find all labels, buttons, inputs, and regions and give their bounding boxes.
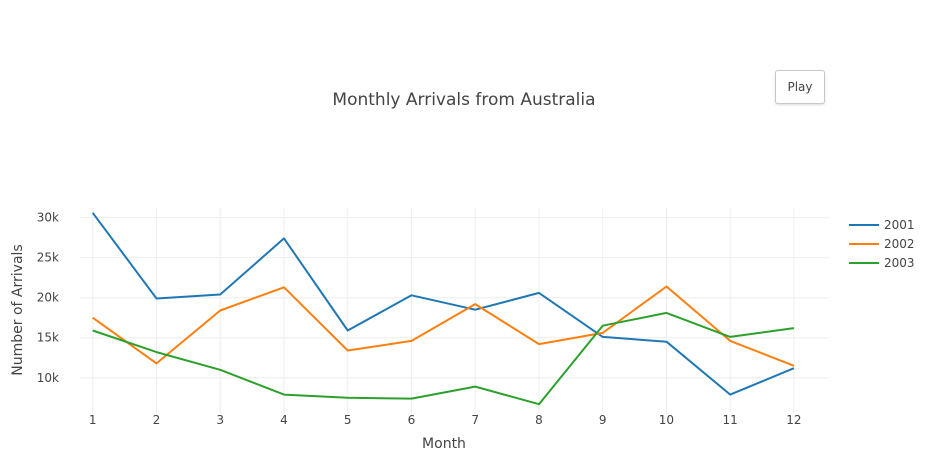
legend-label: 2003 [884,256,915,270]
series-line-2003 [92,311,795,406]
x-tick-label: 3 [216,413,224,427]
y-tick-label: 15k [37,331,59,345]
y-tick-label: 25k [37,251,59,265]
x-tick-label: 9 [599,413,607,427]
y-axis-title: Number of Arrivals [10,244,26,375]
legend[interactable]: 2001 2002 2003 [849,218,915,270]
y-tick-label: 10k [37,371,59,385]
x-axis-ticks: 1 2 3 4 5 6 7 8 9 10 11 12 [89,413,802,427]
legend-item-2003[interactable]: 2003 [849,256,915,270]
y-tick-label: 30k [37,211,59,225]
y-tick-label: 20k [37,291,59,305]
play-button[interactable]: Play [775,70,825,104]
x-axis-title: Month [422,436,466,450]
legend-label: 2001 [884,218,915,232]
x-tick-label: 8 [535,413,543,427]
x-tick-label: 4 [280,413,288,427]
x-tick-label: 5 [344,413,352,427]
x-tick-label: 6 [408,413,416,427]
chart-title: Monthly Arrivals from Australia [332,90,595,110]
legend-label: 2002 [884,237,915,251]
x-tick-label: 11 [723,413,738,427]
y-axis-ticks: 10k 15k 20k 25k 30k [37,211,59,385]
x-tick-label: 1 [89,413,97,427]
gridlines [80,208,829,413]
x-tick-label: 2 [153,413,161,427]
series-lines [91,212,795,406]
series-line-2002 [92,285,795,367]
x-tick-label: 7 [471,413,479,427]
series-line-2001 [91,212,795,396]
x-tick-label: 12 [786,413,801,427]
legend-item-2001[interactable]: 2001 [849,218,915,232]
legend-item-2002[interactable]: 2002 [849,237,915,251]
x-tick-label: 10 [659,413,674,427]
